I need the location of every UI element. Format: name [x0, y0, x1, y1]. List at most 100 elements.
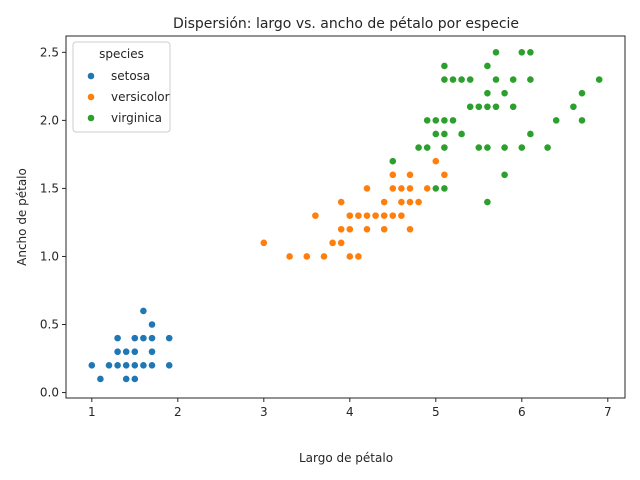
data-point: [87, 361, 96, 370]
data-point: [388, 157, 397, 166]
data-point: [474, 143, 483, 152]
x-tick-label: 6: [518, 405, 526, 419]
data-point: [397, 211, 406, 220]
data-point: [406, 170, 414, 179]
data-point: [517, 48, 526, 57]
data-point: [165, 361, 174, 370]
data-point: [96, 375, 105, 383]
data-point: [509, 75, 518, 84]
data-point: [483, 198, 492, 206]
y-axis-label: Ancho de pétalo: [15, 168, 29, 266]
data-point: [345, 225, 354, 234]
legend-marker-setosa: [87, 72, 95, 80]
data-point: [457, 75, 466, 84]
data-point: [148, 347, 156, 356]
data-point: [139, 307, 148, 315]
data-point: [130, 375, 139, 383]
data-point: [526, 75, 535, 84]
data-point: [431, 157, 440, 166]
data-point: [139, 361, 148, 370]
data-point: [328, 238, 337, 247]
x-tick-label: 2: [174, 405, 182, 419]
chart-title: Dispersión: largo vs. ancho de pétalo po…: [173, 16, 519, 32]
data-point: [431, 130, 440, 138]
data-point: [595, 75, 604, 84]
data-point: [130, 361, 139, 370]
data-point: [113, 361, 122, 370]
data-point: [122, 375, 131, 383]
data-point: [578, 116, 586, 125]
data-point: [569, 102, 578, 111]
data-point: [148, 361, 156, 370]
data-point: [354, 252, 363, 261]
data-point: [492, 75, 500, 84]
axes-frame: [65, 35, 626, 399]
x-axis-label: Largo de pétalo: [299, 451, 393, 465]
data-point: [337, 225, 346, 234]
data-point: [105, 361, 113, 370]
y-tick-label: 2.5: [40, 45, 59, 59]
data-point: [122, 347, 131, 356]
data-point: [552, 116, 561, 125]
data-point: [492, 48, 500, 57]
data-point: [423, 143, 432, 152]
data-point: [500, 143, 509, 152]
data-point: [406, 184, 414, 193]
data-point: [526, 130, 535, 138]
data-point: [320, 252, 328, 261]
data-point: [440, 170, 449, 179]
data-point: [337, 238, 346, 247]
legend-marker-versicolor: [87, 93, 95, 101]
data-point: [440, 184, 449, 193]
y-tick-label: 1.0: [40, 249, 59, 263]
x-tick-label: 3: [260, 405, 268, 419]
data-point: [440, 75, 449, 84]
series-versicolor: [259, 143, 449, 261]
data-point: [354, 211, 363, 220]
data-point: [440, 116, 449, 125]
data-point: [388, 184, 397, 193]
data-point: [483, 102, 492, 111]
data-point: [113, 334, 122, 343]
y-tick-label: 2.0: [40, 113, 59, 127]
data-point: [509, 102, 518, 111]
x-tick-label: 4: [346, 405, 354, 419]
data-point: [449, 75, 457, 84]
legend-label-setosa: setosa: [111, 69, 150, 83]
data-point: [440, 62, 449, 70]
data-point: [440, 143, 449, 152]
data-point: [139, 334, 148, 343]
data-point: [122, 361, 131, 370]
data-point: [423, 184, 432, 193]
data-point: [474, 102, 483, 111]
data-point: [578, 89, 586, 98]
data-point: [363, 225, 371, 234]
legend-box: [72, 41, 171, 133]
data-point: [380, 225, 389, 234]
data-point: [543, 143, 552, 152]
legend-marker-virginica: [87, 114, 95, 122]
data-point: [302, 252, 311, 261]
data-point: [457, 130, 466, 138]
x-tick-label: 5: [432, 405, 440, 419]
data-point: [363, 184, 371, 193]
data-point: [337, 198, 346, 206]
data-point: [406, 198, 414, 206]
series-setosa: [87, 307, 174, 383]
data-points: [87, 48, 604, 383]
data-point: [311, 211, 320, 220]
data-point: [388, 211, 397, 220]
data-point: [397, 198, 406, 206]
data-point: [483, 143, 492, 152]
data-point: [449, 116, 457, 125]
data-point: [345, 211, 354, 220]
data-point: [414, 143, 423, 152]
data-point: [414, 198, 423, 206]
data-point: [483, 89, 492, 98]
data-point: [363, 211, 371, 220]
data-point: [492, 102, 500, 111]
legend-title: species: [99, 47, 144, 61]
data-point: [466, 75, 475, 84]
data-point: [517, 143, 526, 152]
data-point: [466, 102, 475, 111]
